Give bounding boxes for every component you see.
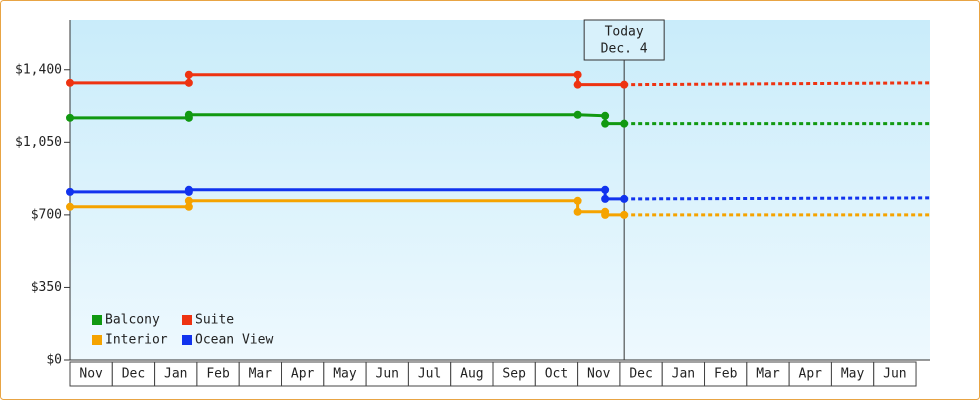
x-tick-label: Feb — [206, 367, 230, 382]
price-point — [573, 70, 582, 79]
price-line — [70, 73, 625, 87]
price-point — [184, 185, 193, 194]
price-point — [601, 119, 610, 128]
x-tick-label: Jun — [376, 367, 399, 382]
forecast-line — [624, 81, 931, 87]
today-label: Dec. 4 — [601, 42, 648, 57]
price-point — [573, 207, 582, 216]
price-point — [601, 194, 610, 203]
month-cell — [281, 361, 325, 387]
x-tick-label: Oct — [545, 367, 568, 382]
x-tick-label: Nov — [79, 367, 103, 382]
y-tick-label: $0 — [46, 353, 62, 368]
month-cell — [407, 361, 452, 387]
x-tick-label: Jan — [672, 367, 695, 382]
x-tick-label: Dec — [629, 367, 652, 382]
price-point — [573, 110, 582, 119]
legend-swatch — [92, 335, 102, 345]
price-point — [66, 202, 74, 211]
month-cell — [492, 361, 536, 387]
x-tick-label: Mar — [756, 367, 780, 382]
price-point — [184, 110, 193, 119]
y-tick-label: $1,050 — [15, 135, 62, 150]
legend-swatch — [182, 315, 192, 325]
price-point — [184, 78, 193, 87]
price-point — [601, 210, 610, 219]
price-point — [601, 185, 610, 194]
month-cell — [154, 361, 198, 387]
x-tick-label: Dec — [122, 367, 145, 382]
price-point — [620, 194, 629, 203]
month-cell — [323, 361, 367, 387]
month-cell — [238, 361, 283, 387]
price-point — [66, 113, 74, 122]
x-tick-label: Jun — [883, 367, 906, 382]
month-cell — [873, 361, 917, 387]
month-cell — [577, 361, 621, 387]
legend-swatch — [92, 315, 102, 325]
legend-label: Interior — [105, 333, 168, 348]
legend-label: Suite — [195, 313, 234, 328]
price-point — [66, 187, 74, 196]
legend-swatch — [182, 335, 192, 345]
month-cell — [619, 361, 663, 387]
x-tick-label: Feb — [714, 367, 738, 382]
price-point — [66, 78, 74, 87]
price-point — [184, 70, 193, 79]
month-cell — [450, 361, 494, 387]
x-tick-label: May — [333, 367, 357, 382]
x-tick-label: Sep — [502, 367, 526, 382]
month-cell — [704, 361, 748, 387]
price-point — [573, 80, 582, 89]
today-label: Today — [605, 25, 644, 40]
month-cell — [830, 361, 875, 387]
price-point — [620, 119, 629, 128]
x-tick-label: Mar — [249, 367, 273, 382]
price-point — [184, 196, 193, 205]
today-box — [583, 19, 665, 61]
y-tick-label: $1,400 — [15, 62, 62, 77]
forecast-line — [624, 196, 931, 201]
month-cell — [111, 361, 156, 387]
month-cell — [196, 361, 240, 387]
legend-label: Ocean View — [195, 333, 273, 348]
x-tick-label: Jan — [164, 367, 187, 382]
x-tick-label: Apr — [799, 367, 823, 382]
x-tick-label: Aug — [460, 367, 483, 382]
y-tick-label: $700 — [31, 207, 62, 222]
price-point — [184, 202, 193, 211]
y-tick-label: $350 — [31, 280, 62, 295]
price-point — [601, 111, 610, 120]
x-tick-label: Apr — [291, 367, 315, 382]
x-tick-label: Nov — [587, 367, 611, 382]
month-cell — [788, 361, 832, 387]
price-point — [573, 196, 582, 205]
x-tick-label: May — [841, 367, 865, 382]
price-point — [620, 210, 629, 219]
x-tick-label: Jul — [418, 367, 441, 382]
legend-label: Balcony — [105, 313, 160, 328]
month-cell — [746, 361, 790, 387]
price-point — [620, 80, 629, 89]
